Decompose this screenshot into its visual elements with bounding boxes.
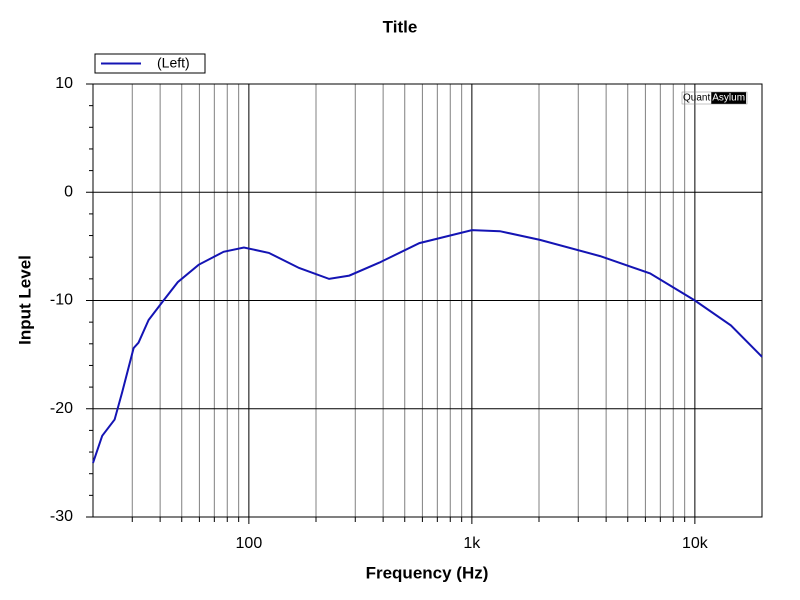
watermark-bg bbox=[711, 92, 747, 104]
y-tick-label: -20 bbox=[50, 400, 73, 417]
legend-box bbox=[94, 53, 206, 74]
y-tick-label: -10 bbox=[50, 292, 73, 309]
chart-title: Title bbox=[383, 17, 418, 36]
watermark: Asylum bbox=[712, 93, 745, 104]
x-tick-label: 100 bbox=[236, 535, 263, 552]
data-line bbox=[92, 229, 763, 464]
y-tick-label: 0 bbox=[64, 183, 73, 200]
plot-frame bbox=[92, 83, 763, 518]
y-axis-label: Input Level bbox=[15, 255, 34, 345]
x-tick-label: 10k bbox=[682, 535, 709, 552]
x-tick-label: 1k bbox=[463, 535, 481, 552]
watermark: Quant bbox=[683, 93, 710, 104]
y-tick-label: 10 bbox=[55, 75, 73, 92]
x-axis-label: Frequency (Hz) bbox=[366, 563, 489, 582]
y-tick-label: -30 bbox=[50, 508, 73, 525]
watermark-frame bbox=[681, 91, 748, 105]
legend-label: (Left) bbox=[157, 55, 190, 71]
